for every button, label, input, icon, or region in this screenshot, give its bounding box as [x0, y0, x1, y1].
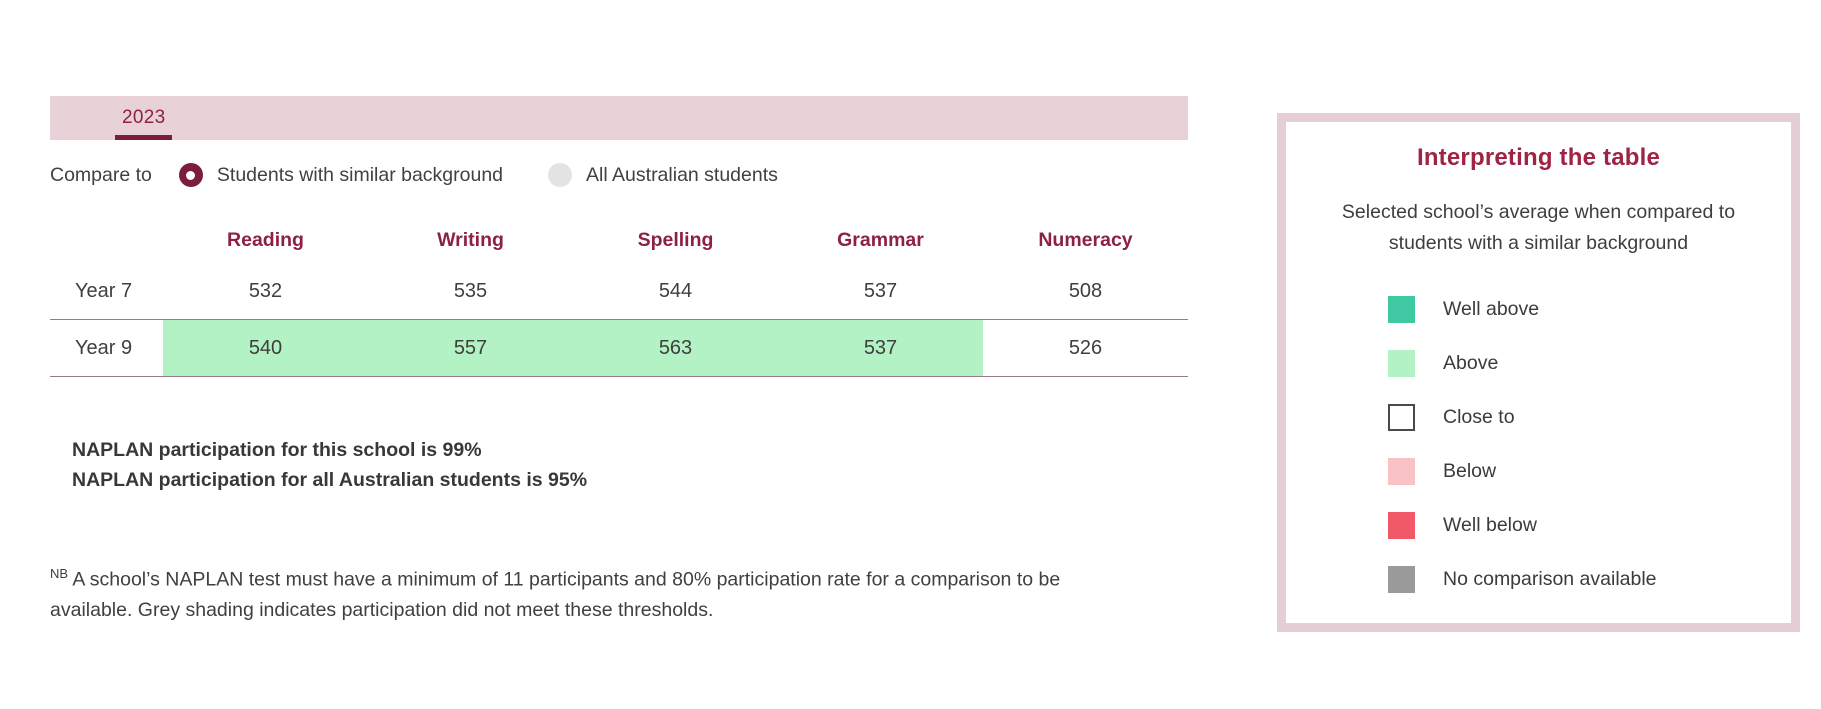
tab-2023[interactable]: 2023 [115, 96, 173, 140]
compare-to-label: Compare to [50, 163, 152, 186]
radio-all-australian-label: All Australian students [586, 163, 778, 186]
year7-grammar-value: 537 [778, 263, 983, 320]
radio-option-similar-background[interactable]: Students with similar background [178, 163, 504, 187]
year9-writing-value: 557 [368, 320, 573, 377]
participation-national-line: NAPLAN participation for all Australian … [72, 469, 588, 491]
tab-2023-label: 2023 [122, 107, 166, 128]
year9-reading-value: 540 [163, 320, 368, 377]
table-row-year7: Year 7 532 535 544 537 508 [50, 263, 1188, 320]
table-row-year9: Year 9 540 557 563 537 526 [50, 320, 1188, 377]
header-grammar: Grammar [837, 228, 924, 251]
year-tab-bar: 2023 [50, 96, 1188, 140]
year7-spelling-value: 544 [573, 263, 778, 320]
radio-option-all-australian[interactable]: All Australian students [548, 163, 778, 187]
year9-numeracy-value: 526 [983, 320, 1188, 377]
radio-unselected-icon[interactable] [548, 163, 573, 187]
legend-item-well-above: Well above [1388, 296, 1791, 323]
well-above-swatch-icon [1388, 296, 1415, 323]
results-table: Reading Writing Spelling Grammar Numerac… [50, 217, 1188, 377]
nb-superscript: NB [50, 566, 69, 581]
comparison-legend: Well above Above Close to Below Well bel… [1388, 296, 1791, 593]
above-swatch-icon [1388, 350, 1415, 377]
below-swatch-icon [1388, 458, 1415, 485]
close-to-swatch-icon [1388, 404, 1415, 431]
header-spelling: Spelling [637, 228, 714, 251]
panel-subtitle: Selected school’s average when compared … [1341, 201, 1736, 254]
interpreting-the-table-panel: Interpreting the table Selected school’s… [1277, 113, 1800, 632]
year9-label: Year 9 [50, 320, 163, 377]
well-below-swatch-icon [1388, 512, 1415, 539]
compare-to-controls: Compare to Students with similar backgro… [50, 163, 1188, 187]
legend-label-well-above: Well above [1443, 298, 1540, 320]
legend-item-close-to: Close to [1388, 404, 1791, 431]
participation-school-line: NAPLAN participation for this school is … [72, 439, 482, 461]
header-numeracy: Numeracy [1038, 228, 1133, 251]
legend-item-well-below: Well below [1388, 512, 1791, 539]
year7-reading-value: 532 [163, 263, 368, 320]
radio-similar-background-label: Students with similar background [216, 163, 504, 186]
legend-item-below: Below [1388, 458, 1791, 485]
nb-footnote: NB A school’s NAPLAN test must have a mi… [50, 559, 1146, 625]
legend-item-no-comparison: No comparison available [1388, 566, 1791, 593]
table-header-row: Reading Writing Spelling Grammar Numerac… [50, 217, 1188, 263]
nb-footnote-text: A school’s NAPLAN test must have a minim… [50, 568, 1061, 621]
year9-grammar-value: 537 [778, 320, 983, 377]
radio-selected-icon[interactable] [178, 163, 203, 187]
year7-numeracy-value: 508 [983, 263, 1188, 320]
legend-label-no-comparison: No comparison available [1443, 568, 1657, 590]
legend-label-close-to: Close to [1443, 406, 1515, 428]
year9-spelling-value: 563 [573, 320, 778, 377]
header-reading: Reading [227, 228, 304, 251]
year7-label: Year 7 [50, 263, 163, 320]
year7-writing-value: 535 [368, 263, 573, 320]
header-year-spacer [50, 217, 163, 263]
legend-label-well-below: Well below [1443, 514, 1537, 536]
panel-title: Interpreting the table [1416, 144, 1661, 171]
header-writing: Writing [437, 228, 504, 251]
participation-summary: NAPLAN participation for this school is … [50, 435, 1188, 495]
no-comparison-swatch-icon [1388, 566, 1415, 593]
legend-label-below: Below [1443, 460, 1497, 482]
results-section: 2023 Compare to Students with similar ba… [50, 96, 1188, 625]
legend-item-above: Above [1388, 350, 1791, 377]
legend-label-above: Above [1443, 352, 1499, 374]
